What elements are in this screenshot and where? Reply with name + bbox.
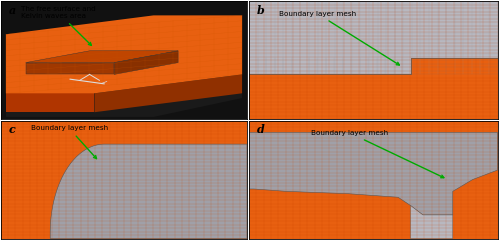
Polygon shape [249, 132, 498, 215]
Polygon shape [249, 120, 498, 132]
Polygon shape [26, 63, 114, 74]
Polygon shape [6, 93, 94, 112]
Text: a: a [8, 5, 16, 16]
Polygon shape [114, 51, 178, 74]
Polygon shape [6, 93, 242, 117]
Polygon shape [26, 51, 178, 63]
Polygon shape [249, 1, 498, 74]
Polygon shape [410, 206, 453, 239]
Polygon shape [50, 144, 247, 239]
Text: Boundary layer mesh: Boundary layer mesh [30, 125, 108, 159]
Text: The free surface and
Kelvin waves area: The free surface and Kelvin waves area [20, 6, 96, 45]
Text: Boundary layer mesh: Boundary layer mesh [279, 11, 400, 65]
Text: Boundary layer mesh: Boundary layer mesh [311, 130, 444, 178]
Polygon shape [94, 74, 242, 112]
Polygon shape [6, 15, 242, 93]
Text: d: d [256, 124, 264, 135]
Text: b: b [256, 5, 264, 16]
Text: c: c [8, 124, 15, 135]
